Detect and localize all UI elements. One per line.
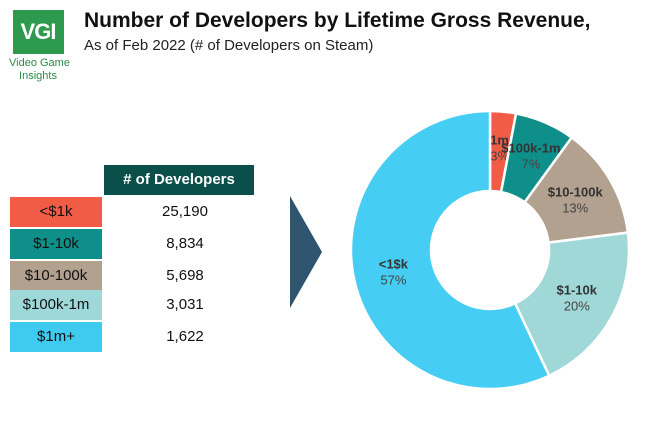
table-row: $100k-1m 3,031 xyxy=(10,290,260,320)
row-label: $100k-1m xyxy=(10,290,102,320)
row-count: 1,622 xyxy=(166,328,204,345)
donut-slice xyxy=(349,112,551,391)
row-count: 5,698 xyxy=(166,267,204,284)
row-count: 25,190 xyxy=(162,203,208,220)
arrow-right-icon xyxy=(290,196,322,308)
slice-value-label: 57% xyxy=(380,273,406,288)
logo-mark: VGI xyxy=(12,10,64,54)
slice-value-label: 7% xyxy=(522,156,541,171)
chart-subtitle: As of Feb 2022 (# of Developers on Steam… xyxy=(84,37,374,54)
row-label: $10-100k xyxy=(10,261,102,291)
slice-label: $1-10k xyxy=(557,283,598,298)
row-count: 3,031 xyxy=(166,296,204,313)
table-row: $1-10k 8,834 xyxy=(10,229,260,259)
slice-value-label: 13% xyxy=(562,201,588,216)
slice-label: $10-100k xyxy=(548,185,604,200)
table-row: <$1k 25,190 xyxy=(10,197,260,227)
row-label: $1m+ xyxy=(10,322,102,352)
row-count: 8,834 xyxy=(166,235,204,252)
slice-value-label: 20% xyxy=(564,299,590,314)
chart-title: Number of Developers by Lifetime Gross R… xyxy=(84,9,591,32)
table-row: $1m+ 1,622 xyxy=(10,322,260,352)
logo-text-line1: Video Game xyxy=(9,57,70,69)
row-label: <$1k xyxy=(10,197,102,227)
logo-text-line2: Insights xyxy=(19,70,57,82)
slice-value-label: 3% xyxy=(490,148,509,163)
row-label: $1-10k xyxy=(10,229,102,259)
donut-slice xyxy=(513,231,631,378)
table-row: $10-100k 5,698 xyxy=(10,261,260,291)
table-header: # of Developers xyxy=(104,165,254,195)
slice-label: <1$k xyxy=(379,257,409,272)
vgi-logo: VGI Video Game Insights xyxy=(9,10,70,82)
slice-label: $100k-1m xyxy=(501,140,560,155)
slice-label: $1m+ xyxy=(483,132,517,147)
